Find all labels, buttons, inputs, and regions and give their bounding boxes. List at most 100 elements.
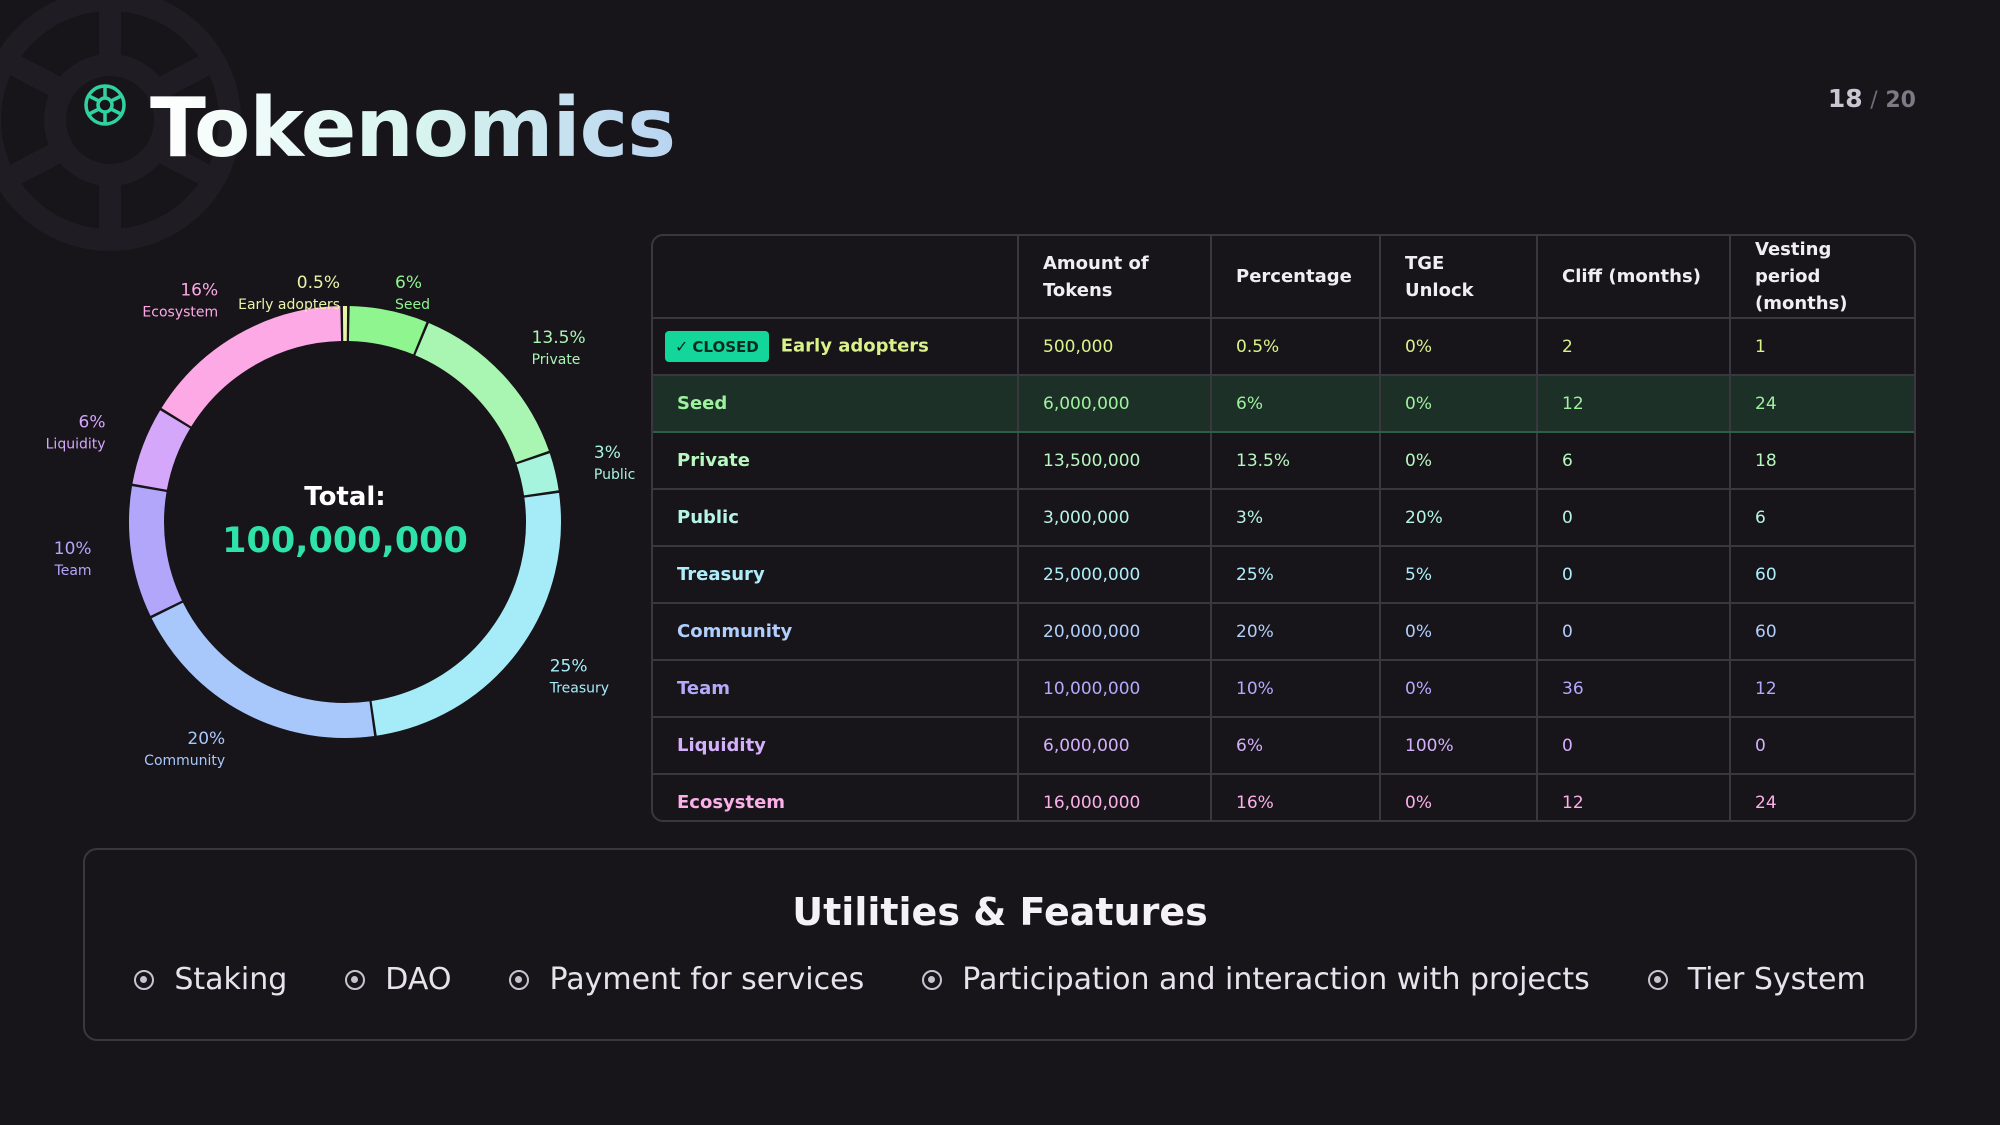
checkmark-icon: ✓ xyxy=(675,337,689,356)
amount-cell: 10,000,000 xyxy=(1018,660,1212,718)
slice-name-label: Private xyxy=(532,352,581,368)
table-row: Team 10,000,000 10% 0% 36 12 xyxy=(653,660,1914,718)
table-row: Ecosystem 16,000,000 16% 0% 12 24 xyxy=(653,774,1914,820)
cliff-cell: 0 xyxy=(1537,717,1731,775)
utilities-panel: Utilities & Features Staking DAO Payment… xyxy=(83,848,1917,1041)
slice-name-label: Team xyxy=(54,563,92,579)
table-row: Seed 6,000,000 6% 0% 12 24 xyxy=(653,374,1914,433)
slice-percent-label: 0.5% xyxy=(297,273,340,293)
current-page: 18 xyxy=(1827,84,1863,113)
vesting-cell: 6 xyxy=(1730,489,1914,547)
tge-unlock-cell: 0% xyxy=(1380,374,1538,433)
vesting-cell: 0 xyxy=(1730,717,1914,775)
percentage-cell: 0.5% xyxy=(1211,318,1381,376)
cliff-cell: 0 xyxy=(1537,603,1731,661)
table-row: Public 3,000,000 3% 20% 0 6 xyxy=(653,489,1914,547)
slice-name-label: Seed xyxy=(395,297,430,313)
tge-unlock-cell: 0% xyxy=(1380,432,1538,490)
allocation-name: Community xyxy=(677,621,793,642)
allocation-donut-chart: 0.5% Early adopters 6% Seed 13.5% Private 3% Pu… xyxy=(46,273,636,769)
slice-name-label: Treasury xyxy=(549,681,609,697)
utility-item: Participation and interaction with proje… xyxy=(922,962,1590,997)
utilities-list: Staking DAO Payment for services Partici… xyxy=(85,962,1915,997)
amount-cell: 25,000,000 xyxy=(1018,546,1212,604)
utilities-title: Utilities & Features xyxy=(792,890,1208,934)
slice-name-label: Ecosystem xyxy=(142,305,218,321)
allocation-name: Team xyxy=(677,678,730,699)
tge-unlock-cell: 100% xyxy=(1380,717,1538,775)
utility-label: Tier System xyxy=(1687,962,1866,997)
header-tge-unlock: TGE Unlock xyxy=(1380,236,1538,319)
cliff-cell: 0 xyxy=(1537,546,1731,604)
tokenomics-table: Amount of Tokens Percentage TGE Unlock C… xyxy=(651,234,1916,822)
tge-unlock-cell: 5% xyxy=(1380,546,1538,604)
utility-label: Staking xyxy=(174,962,288,997)
radio-bullet-icon xyxy=(509,969,530,990)
slice-percent-label: 16% xyxy=(180,281,218,301)
slice-percent-label: 10% xyxy=(54,539,92,559)
cliff-cell: 36 xyxy=(1537,660,1731,718)
closed-badge: ✓ CLOSED xyxy=(665,331,769,362)
amount-cell: 500,000 xyxy=(1018,318,1212,376)
table-row: Treasury 25,000,000 25% 5% 0 60 xyxy=(653,546,1914,604)
allocation-name: Liquidity xyxy=(677,735,766,756)
utility-item: DAO xyxy=(345,962,451,997)
allocation-name-cell: Community xyxy=(653,603,1019,661)
percentage-cell: 25% xyxy=(1211,546,1381,604)
tge-unlock-cell: 0% xyxy=(1380,774,1538,820)
radio-bullet-icon xyxy=(1647,969,1668,990)
allocation-name-cell: Team xyxy=(653,660,1019,718)
tge-unlock-cell: 0% xyxy=(1380,318,1538,376)
donut-slice-team xyxy=(129,486,183,616)
allocation-name-cell: Public xyxy=(653,489,1019,547)
slice-percent-label: 6% xyxy=(79,413,106,433)
percentage-cell: 20% xyxy=(1211,603,1381,661)
radio-bullet-icon xyxy=(345,969,366,990)
percentage-cell: 16% xyxy=(1211,774,1381,820)
utility-label: Payment for services xyxy=(549,962,865,997)
utility-item: Staking xyxy=(134,962,287,997)
background-emblem xyxy=(0,0,241,251)
slice-name-label: Public xyxy=(594,467,635,483)
slice-percent-label: 20% xyxy=(187,729,225,749)
cliff-cell: 2 xyxy=(1537,318,1731,376)
vesting-cell: 24 xyxy=(1755,792,1777,813)
allocation-name: Treasury xyxy=(677,564,765,585)
slice-name-label: Community xyxy=(144,753,225,769)
percentage-cell: 3% xyxy=(1211,489,1381,547)
vesting-cell: 1 xyxy=(1730,318,1914,376)
table-row: Community 20,000,000 20% 0% 0 60 xyxy=(653,603,1914,661)
header-percentage: Percentage xyxy=(1211,236,1381,319)
cliff-cell: 12 xyxy=(1537,374,1731,433)
allocation-name: Seed xyxy=(677,393,728,414)
allocation-name-cell: Seed xyxy=(653,374,1019,433)
amount-cell: 13,500,000 xyxy=(1018,432,1212,490)
vesting-cell: 18 xyxy=(1730,432,1914,490)
utility-label: Participation and interaction with proje… xyxy=(962,962,1590,997)
donut-slice-private xyxy=(414,322,549,463)
header-vesting: Vesting period (months) xyxy=(1730,236,1914,319)
donut-slice-public xyxy=(516,453,559,496)
donut-slice-community xyxy=(151,602,375,738)
slice-percent-label: 6% xyxy=(395,273,422,293)
header-name xyxy=(653,236,1019,319)
table-row: Liquidity 6,000,000 6% 100% 0 0 xyxy=(653,717,1914,775)
radio-bullet-icon xyxy=(134,969,155,990)
allocation-name: Private xyxy=(677,450,750,471)
slice-name-label: Liquidity xyxy=(46,437,106,453)
slice-percent-label: 3% xyxy=(594,443,621,463)
percentage-cell: 10% xyxy=(1211,660,1381,718)
allocation-name-cell: Ecosystem xyxy=(653,774,1019,820)
header-cliff: Cliff (months) xyxy=(1537,236,1731,319)
page-separator: / xyxy=(1870,88,1878,113)
allocation-name-cell: ✓ CLOSED Early adopters xyxy=(653,318,1019,376)
tge-unlock-cell: 0% xyxy=(1380,660,1538,718)
closed-badge-label: CLOSED xyxy=(692,338,759,356)
allocation-name-cell: Liquidity xyxy=(653,717,1019,775)
header-amount: Amount of Tokens xyxy=(1018,236,1212,319)
vesting-cell: 24 xyxy=(1730,374,1914,433)
total-pages: 20 xyxy=(1885,88,1916,113)
allocation-name: Public xyxy=(677,507,739,528)
slice-percent-label: 13.5% xyxy=(532,328,586,348)
amount-cell: 3,000,000 xyxy=(1018,489,1212,547)
